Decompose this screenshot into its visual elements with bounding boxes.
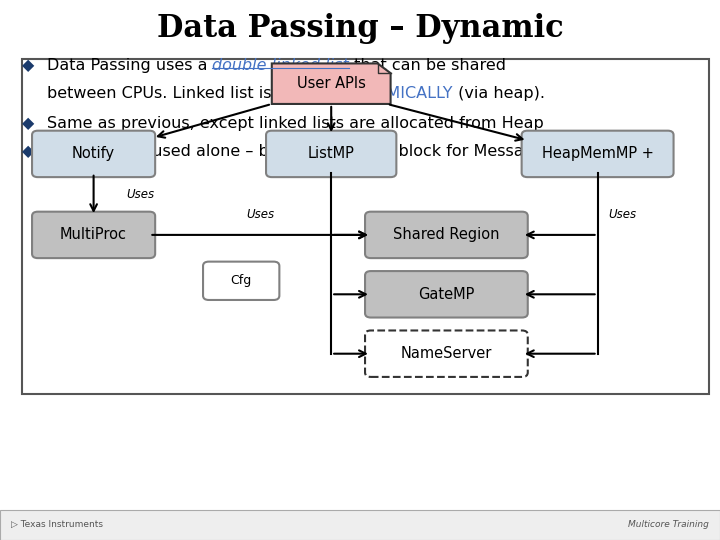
FancyBboxPatch shape: [266, 131, 396, 177]
Text: ◆: ◆: [22, 58, 34, 73]
Bar: [0, 510, 720, 540]
Text: Notify: Notify: [72, 146, 115, 161]
Text: ListMP: ListMP: [307, 146, 355, 161]
Text: NameServer: NameServer: [401, 346, 492, 361]
Text: Shared Region: Shared Region: [393, 227, 500, 242]
Text: GateMP: GateMP: [418, 287, 474, 302]
FancyBboxPatch shape: [365, 330, 528, 377]
FancyBboxPatch shape: [203, 261, 279, 300]
Text: Uses: Uses: [608, 208, 636, 221]
FancyBboxPatch shape: [521, 131, 674, 177]
Text: DYNAMICALLY: DYNAMICALLY: [342, 86, 453, 101]
Text: HeapMemMP +: HeapMemMP +: [541, 146, 654, 161]
Text: ◆: ◆: [22, 144, 34, 159]
Text: Same as previous, except linked lists are allocated from Heap: Same as previous, except linked lists ar…: [47, 116, 544, 131]
Text: MultiProc: MultiProc: [60, 227, 127, 242]
FancyBboxPatch shape: [365, 212, 528, 258]
Text: ◆: ◆: [22, 116, 34, 131]
Text: Typically not used alone – but as a building block for MessageQ: Typically not used alone – but as a buil…: [47, 144, 556, 159]
Polygon shape: [272, 64, 390, 104]
Text: ▷ Texas Instruments: ▷ Texas Instruments: [11, 521, 103, 529]
FancyBboxPatch shape: [32, 131, 156, 177]
Text: Data Passing – Dynamic: Data Passing – Dynamic: [157, 14, 563, 44]
Text: Cfg: Cfg: [230, 274, 252, 287]
Text: Data Passing uses a: Data Passing uses a: [47, 58, 212, 73]
Text: Uses: Uses: [126, 188, 154, 201]
Text: (via heap).: (via heap).: [453, 86, 544, 101]
Text: Multicore Training: Multicore Training: [629, 521, 709, 529]
FancyBboxPatch shape: [365, 271, 528, 318]
Text: Uses: Uses: [246, 208, 274, 221]
Text: that can be shared: that can be shared: [349, 58, 506, 73]
Bar: [22, 59, 709, 394]
Text: double linked list: double linked list: [212, 58, 349, 73]
Text: between CPUs. Linked list is defined: between CPUs. Linked list is defined: [47, 86, 342, 101]
Text: User APIs: User APIs: [297, 76, 366, 91]
FancyBboxPatch shape: [32, 212, 156, 258]
